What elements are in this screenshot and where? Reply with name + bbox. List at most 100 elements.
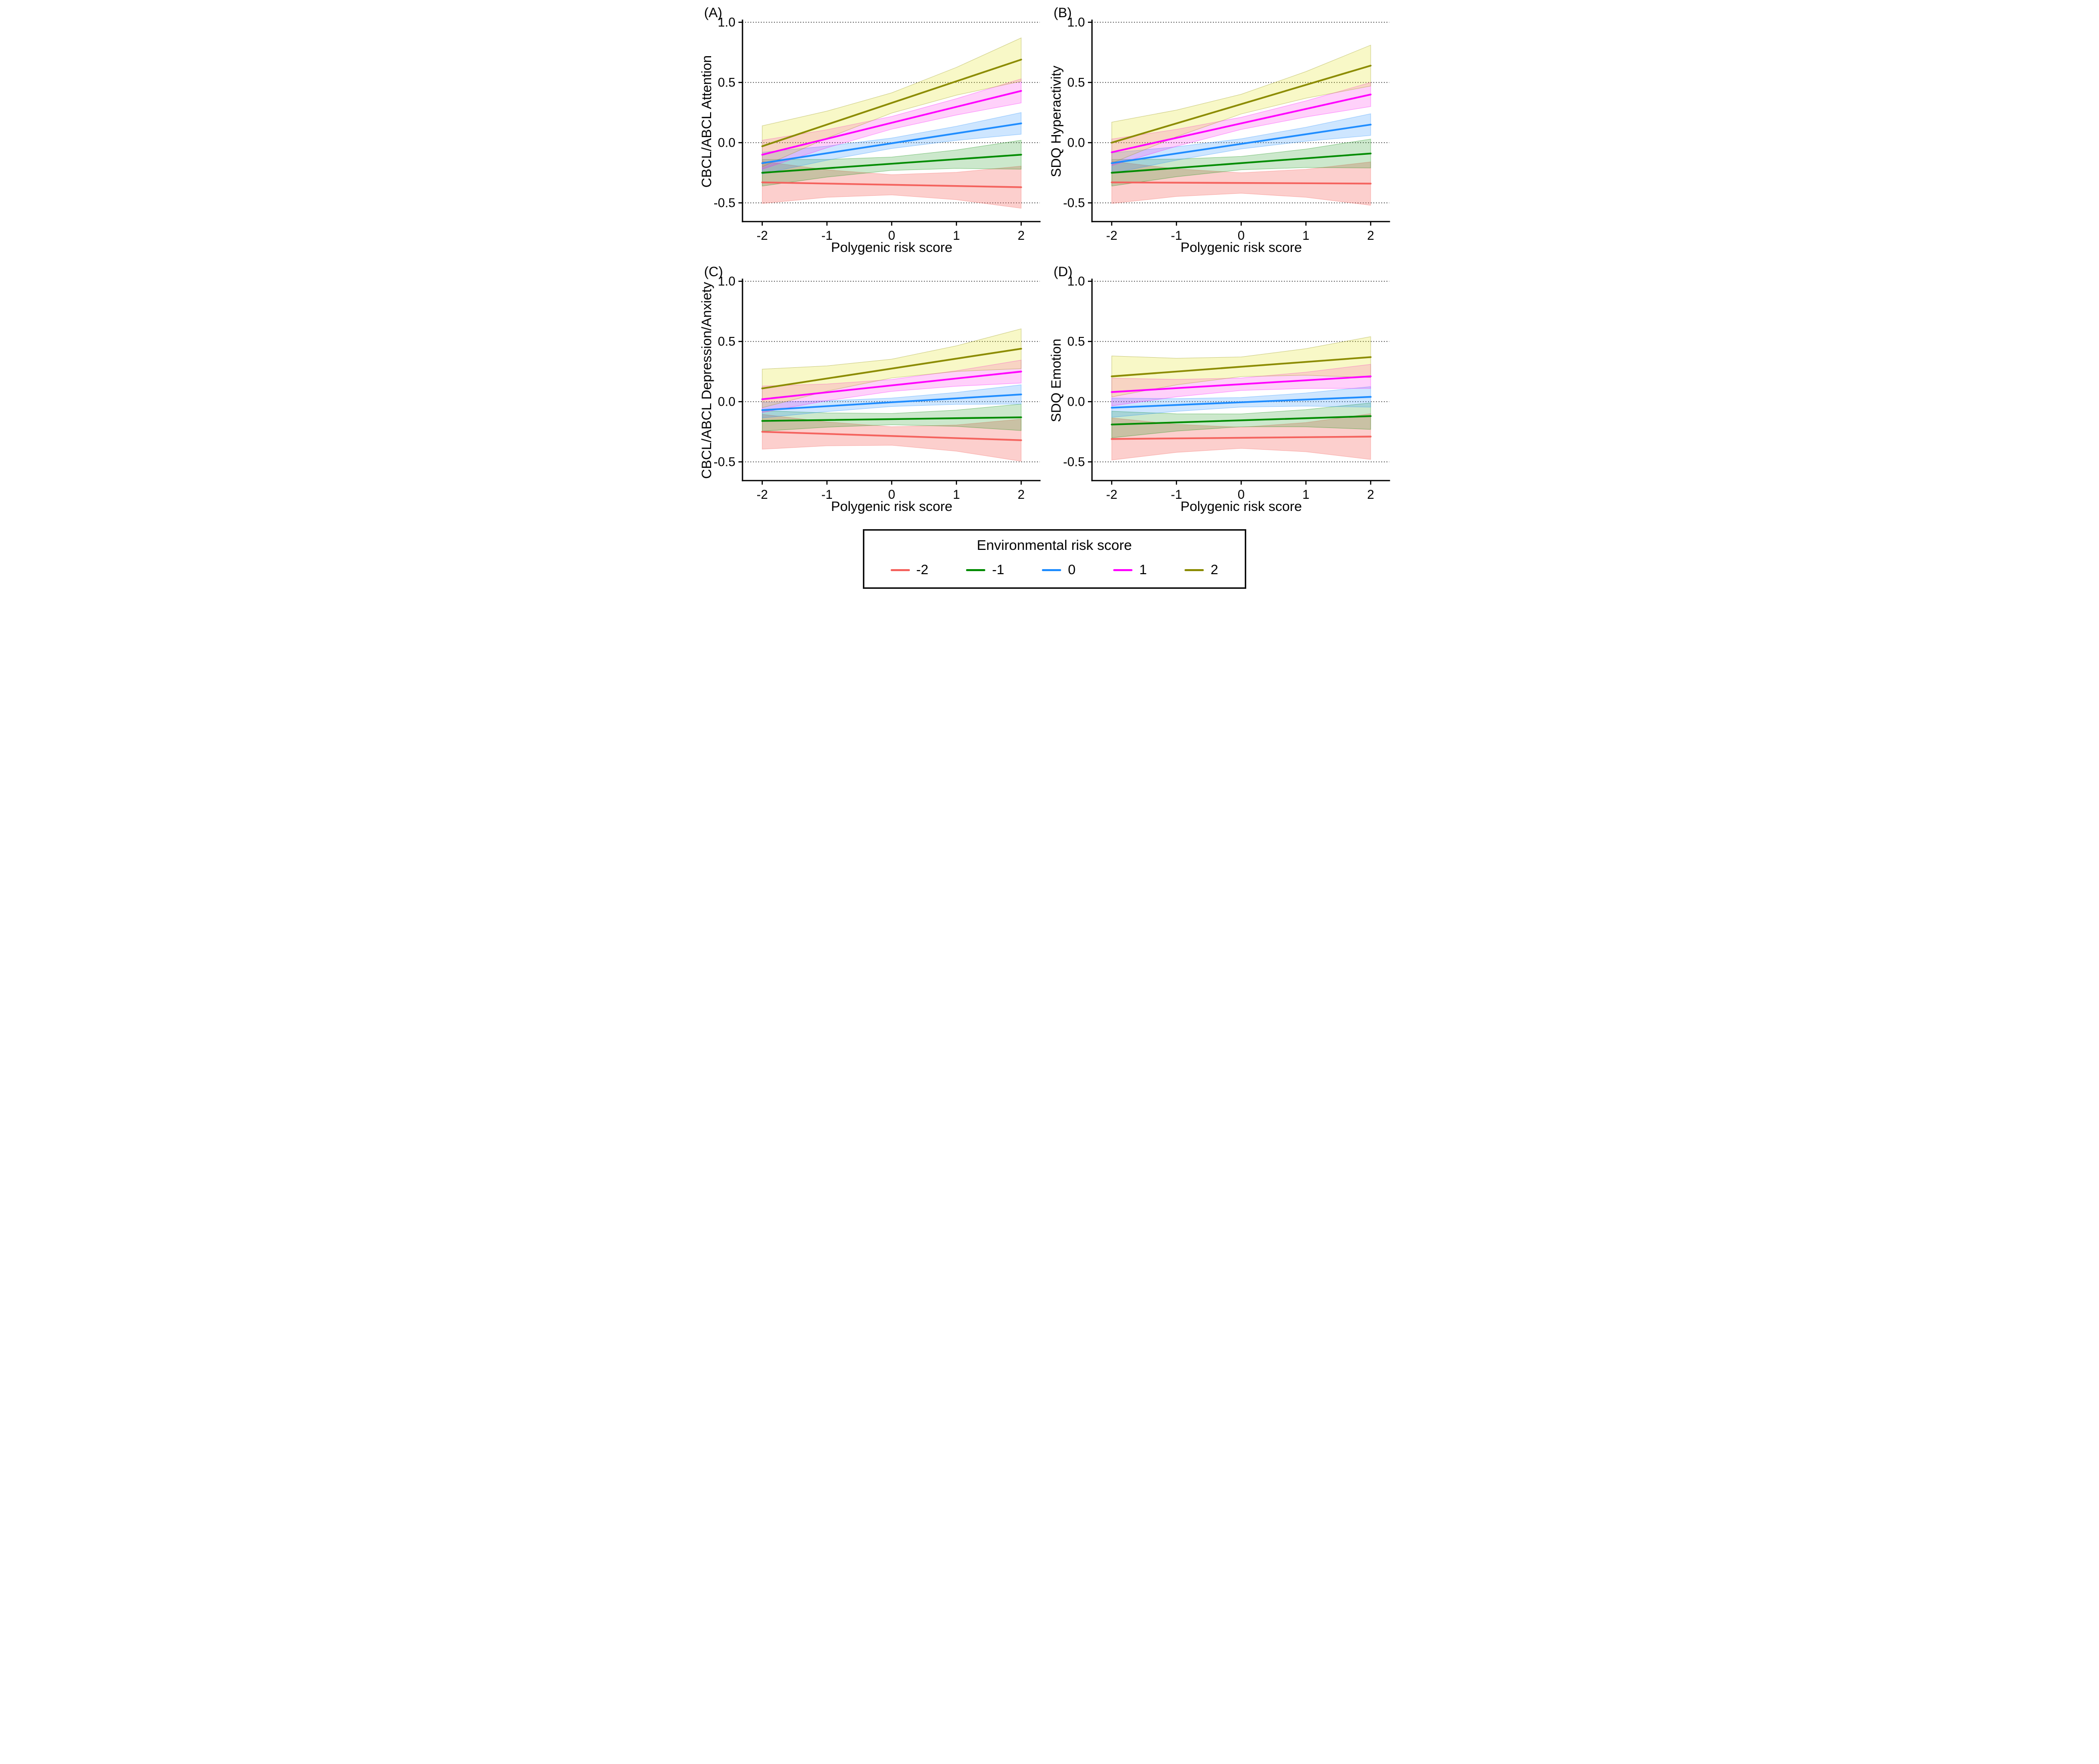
y-tick-label: -0.5	[1063, 455, 1084, 469]
x-tick-label: 0	[1238, 488, 1245, 502]
x-tick-label: -1	[1170, 488, 1182, 502]
gridlines	[1091, 22, 1389, 203]
trend-line-ers-1	[761, 370, 1022, 400]
legend-item-label: -1	[992, 562, 1004, 577]
trend-line-ers--2	[761, 431, 1022, 441]
y-tick-label: 1.0	[718, 16, 735, 30]
trend-line-ers-0	[1110, 123, 1372, 164]
x-tick-label: -1	[821, 488, 832, 502]
y-axis-title: SDQ Hyperactivity	[1048, 65, 1064, 177]
panel-label: (B)	[1054, 5, 1072, 20]
legend-item-label: -2	[916, 562, 929, 577]
line-swatch-icon	[1185, 569, 1204, 571]
line-swatch-icon	[1113, 569, 1133, 571]
axes	[738, 278, 1040, 485]
y-tick-label: 0.0	[718, 136, 735, 150]
panel-label: (D)	[1054, 264, 1072, 279]
x-tick-label: 0	[888, 488, 895, 502]
confidence-bands	[1111, 336, 1371, 460]
tick-labels: 1.0 0.5 0.0 -0.5 -2 -1 0 1 2	[1063, 16, 1374, 243]
trend-line-ers--1	[1110, 415, 1372, 425]
x-tick-label: 1	[1302, 488, 1309, 502]
trend-line-ers-1	[1110, 375, 1372, 393]
figure: 1.0 0.5 0.0 -0.5 -2 -1 0 1 2 (A) CBCL/ABCL Atten…	[699, 0, 1400, 592]
axes	[1087, 19, 1390, 226]
ci-band-ers--2	[762, 414, 1021, 462]
trend-line-ers-1	[761, 90, 1022, 156]
trend-line-ers-2	[761, 59, 1022, 147]
trend-line-ers-0	[1110, 396, 1372, 409]
trend-lines	[761, 59, 1022, 188]
trend-line-ers-0	[761, 122, 1022, 164]
legend-item-ers-neg2: -2	[890, 562, 929, 578]
x-tick-label: 2	[1018, 229, 1025, 243]
y-tick-label: -0.5	[713, 196, 735, 210]
trend-line-ers-0	[761, 394, 1022, 411]
line-swatch-icon	[1042, 569, 1062, 571]
y-tick-label: 0.5	[718, 335, 735, 349]
x-tick-label: -1	[1170, 229, 1182, 243]
x-axis-title: Polygenic risk score	[1180, 240, 1301, 255]
x-axis-title: Polygenic risk score	[830, 240, 952, 255]
legend-item-ers-0: 0	[1042, 562, 1076, 578]
ci-band-ers-0	[762, 384, 1021, 418]
panel-label: (C)	[704, 264, 723, 279]
legend-item-label: 0	[1068, 562, 1076, 577]
x-tick-label: 1	[1302, 229, 1309, 243]
trend-lines	[761, 348, 1022, 441]
confidence-bands	[1111, 45, 1371, 206]
y-axis-title: CBCL/ABCL Attention	[699, 55, 714, 188]
legend-item-ers-2: 2	[1185, 562, 1218, 578]
trend-line-ers-2	[1110, 64, 1372, 144]
x-tick-label: 0	[1238, 229, 1245, 243]
trend-line-ers--1	[761, 416, 1022, 422]
x-tick-label: 1	[953, 488, 960, 502]
tick-labels: 1.0 0.5 0.0 -0.5 -2 -1 0 1 2	[1063, 275, 1374, 502]
legend-item-label: 1	[1139, 562, 1147, 577]
legend-item-label: 2	[1210, 562, 1218, 577]
x-tick-label: -1	[821, 229, 832, 243]
trend-line-ers--2	[1110, 436, 1372, 440]
legend-item-ers-neg1: -1	[966, 562, 1004, 578]
trend-line-ers--1	[761, 154, 1022, 174]
y-tick-label: 0.0	[718, 395, 735, 409]
trend-line-ers--2	[1110, 181, 1372, 185]
y-tick-label: 0.0	[1067, 136, 1085, 150]
legend-title: Environmental risk score	[977, 537, 1132, 553]
y-tick-label: -0.5	[1063, 196, 1084, 210]
trend-line-ers--1	[1110, 152, 1372, 174]
y-tick-label: 0.5	[718, 76, 735, 90]
y-tick-label: 1.0	[1067, 16, 1085, 30]
x-tick-label: 2	[1018, 488, 1025, 502]
ci-band-ers-1	[1111, 364, 1371, 406]
y-tick-label: 0.5	[1067, 76, 1085, 90]
ci-band-ers--1	[762, 404, 1021, 432]
line-swatch-icon	[890, 569, 910, 571]
x-tick-label: 1	[953, 229, 960, 243]
axes	[738, 19, 1040, 226]
gridlines	[742, 281, 1040, 462]
y-tick-label: -0.5	[713, 455, 735, 469]
tick-labels: 1.0 0.5 0.0 -0.5 -2 -1 0 1 2	[713, 275, 1024, 502]
x-tick-label: -2	[1106, 488, 1117, 502]
x-tick-label: 2	[1367, 488, 1374, 502]
y-tick-label: 0.5	[1067, 335, 1085, 349]
y-axis-title: SDQ Emotion	[1048, 338, 1064, 422]
line-swatch-icon	[966, 569, 986, 571]
trend-line-ers-1	[1110, 94, 1372, 153]
panel-a-chart: 1.0 0.5 0.0 -0.5 -2 -1 0 1 2 (A) CBCL/ABCL Atten…	[699, 5, 1040, 255]
trend-line-ers-2	[761, 348, 1022, 390]
panel-b-chart: 1.0 0.5 0.0 -0.5 -2 -1 0 1 2 (B) SDQ Hyperactivi…	[1048, 5, 1390, 255]
gridlines	[1091, 281, 1389, 462]
ci-band-ers-1	[762, 360, 1021, 413]
y-tick-label: 1.0	[1067, 275, 1085, 289]
y-tick-label: 1.0	[718, 275, 735, 289]
panel-c-chart: 1.0 0.5 0.0 -0.5 -2 -1 0 1 2 (C) CBCL/ABCL Depre…	[699, 264, 1040, 514]
trend-lines	[1110, 64, 1372, 185]
axes	[1087, 278, 1390, 485]
legend-item-ers-1: 1	[1113, 562, 1147, 578]
x-tick-label: 2	[1367, 229, 1374, 243]
legend-box: Environmental risk score -2 -1 0 1 2	[862, 529, 1246, 589]
trend-line-ers--2	[761, 181, 1022, 188]
y-axis-title: CBCL/ABCL Depression/Anxiety	[699, 282, 714, 479]
